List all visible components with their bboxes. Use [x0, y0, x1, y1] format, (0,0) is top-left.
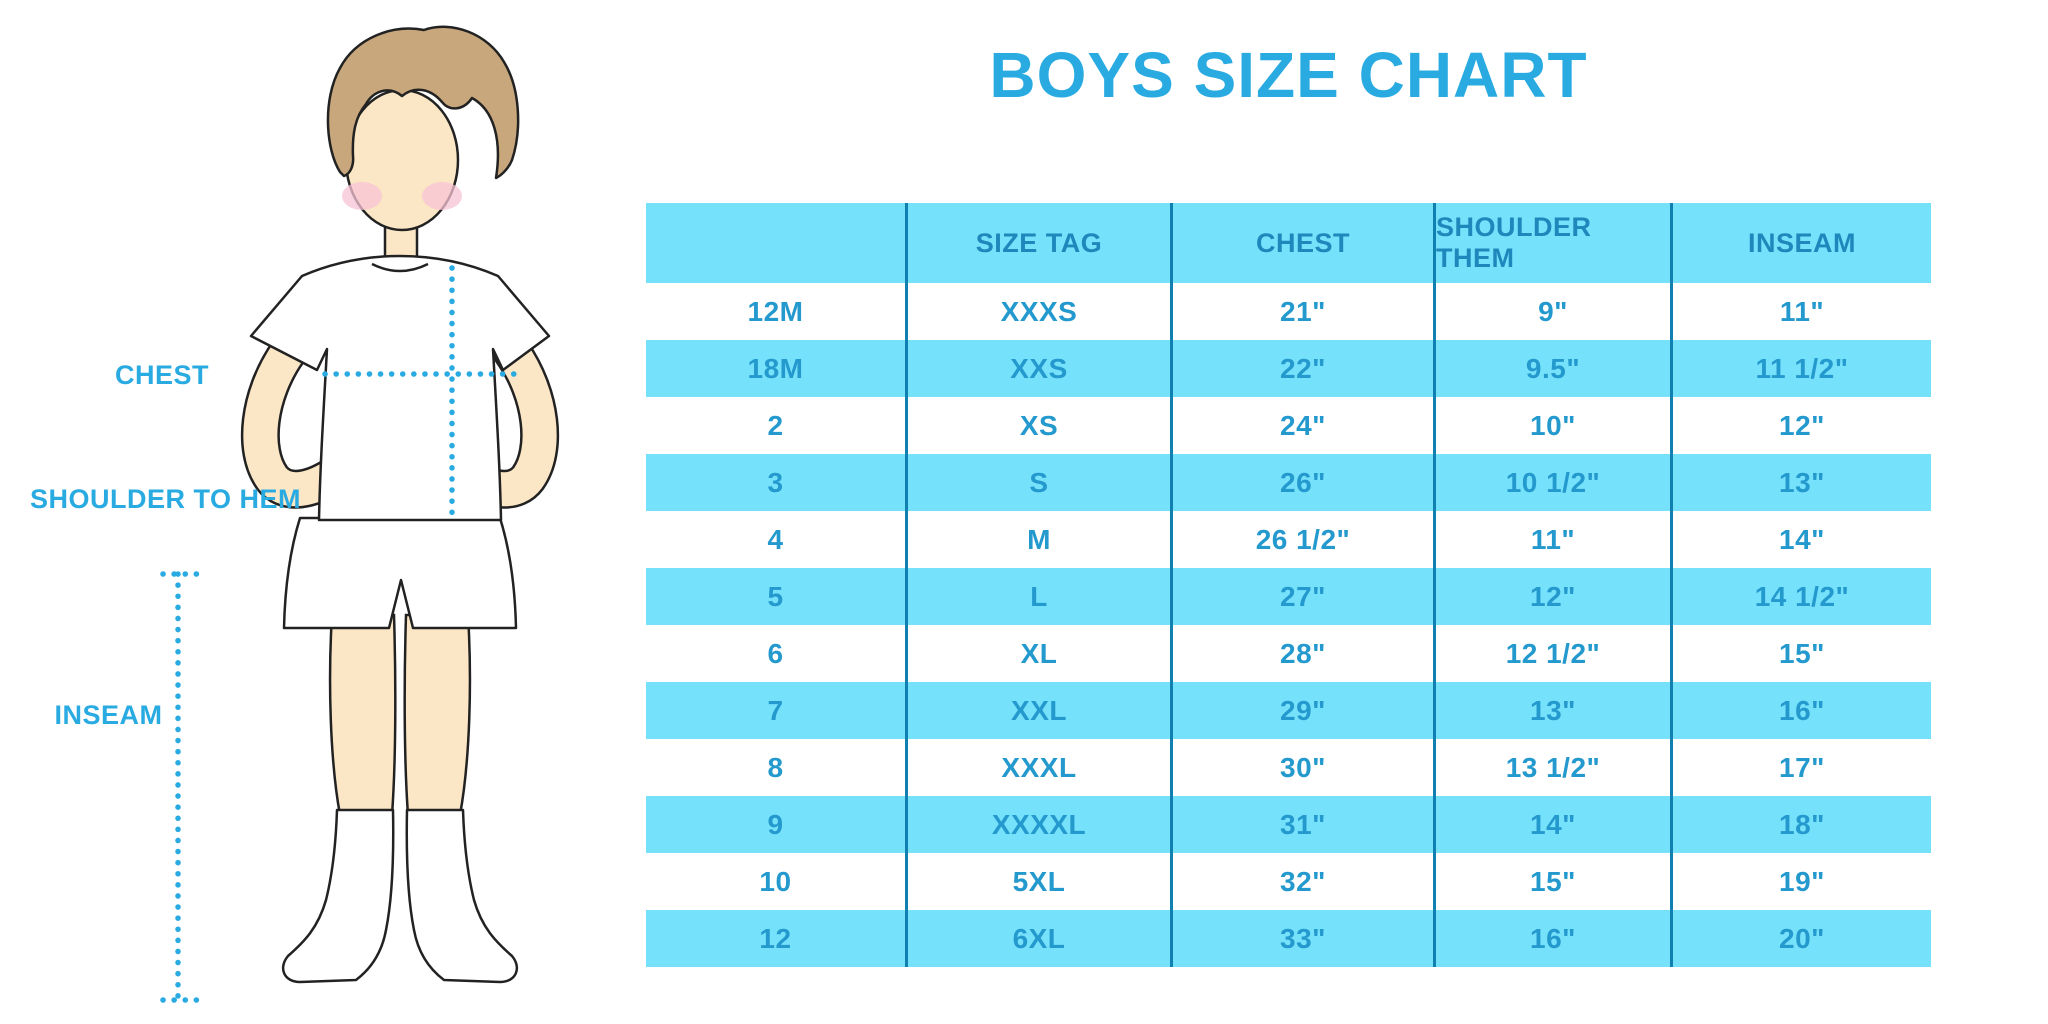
boy-sock-left: [281, 808, 395, 984]
measurement-figure-panel: CHEST SHOULDER TO HEM INSEAM: [0, 0, 640, 1024]
boy-illustration: [160, 25, 560, 1003]
page-title: BOYS SIZE CHART: [989, 39, 1588, 111]
table-row: 12 6XL 33" 16" 20": [646, 910, 1931, 967]
cell-tag: 6XL: [905, 910, 1170, 967]
cell-size: 7: [767, 694, 784, 726]
boy-sock-right: [405, 808, 519, 984]
cell-size: 4: [767, 523, 784, 555]
cell-chest: 24": [1170, 397, 1433, 454]
header-inseam: INSEAM: [1670, 203, 1931, 283]
cell-size: 6: [767, 637, 784, 669]
chest-label: CHEST: [114, 360, 209, 390]
table-row: 4 M 26 1/2" 11" 14": [646, 511, 1931, 568]
table-row: 2 XS 24" 10" 12": [646, 397, 1931, 454]
cell-chest: 21": [1170, 283, 1433, 340]
table-row: 9 XXXXL 31" 14" 18": [646, 796, 1931, 853]
boy-shirt: [249, 254, 551, 522]
cell-shoulder: 13": [1433, 682, 1670, 739]
cell-inseam: 12": [1670, 397, 1931, 454]
cell-inseam: 19": [1670, 853, 1931, 910]
cell-size: 5: [767, 580, 784, 612]
cell-inseam: 13": [1670, 454, 1931, 511]
cell-shoulder: 10": [1433, 397, 1670, 454]
cell-shoulder: 14": [1433, 796, 1670, 853]
cell-shoulder: 12": [1433, 568, 1670, 625]
size-chart-table: SIZE TAG CHEST SHOULDER THEM INSEAM 12M …: [646, 203, 1931, 967]
table-row: 10 5XL 32" 15" 19": [646, 853, 1931, 910]
header-chest: CHEST: [1170, 203, 1433, 283]
table-row: 7 XXL 29" 13" 16": [646, 682, 1931, 739]
cell-size: 9: [767, 808, 784, 840]
cell-tag: XXXL: [905, 739, 1170, 796]
boy-shorts: [282, 516, 518, 630]
cell-shoulder: 9.5": [1433, 340, 1670, 397]
cell-tag: XL: [905, 625, 1170, 682]
boy-shirt-neckline: [371, 262, 429, 273]
cell-chest: 27": [1170, 568, 1433, 625]
boy-leg-left: [328, 613, 397, 817]
cell-size: 10: [759, 865, 792, 897]
cell-chest: 28": [1170, 625, 1433, 682]
cell-inseam: 11 1/2": [1670, 340, 1931, 397]
cell-shoulder: 12 1/2": [1433, 625, 1670, 682]
shoulder-to-hem-label: SHOULDER TO HEM: [29, 484, 301, 514]
table-row: 6 XL 28" 12 1/2" 15": [646, 625, 1931, 682]
cell-size: 3: [767, 466, 784, 498]
cell-tag: XXS: [905, 340, 1170, 397]
cell-inseam: 14 1/2": [1670, 568, 1931, 625]
cell-size: 2: [767, 409, 784, 441]
cell-tag: 5XL: [905, 853, 1170, 910]
cell-tag: XXL: [905, 682, 1170, 739]
table-row: 5 L 27" 12" 14 1/2": [646, 568, 1931, 625]
boy-arm-left-skin: [243, 335, 347, 507]
cell-inseam: 17": [1670, 739, 1931, 796]
header-size-tag: SIZE TAG: [905, 203, 1170, 283]
table-row: 3 S 26" 10 1/2" 13": [646, 454, 1931, 511]
boy-leg-right: [403, 613, 472, 817]
cell-chest: 32": [1170, 853, 1433, 910]
cell-inseam: 15": [1670, 625, 1931, 682]
cell-tag: L: [905, 568, 1170, 625]
cell-chest: 31": [1170, 796, 1433, 853]
cell-tag: XXXXL: [905, 796, 1170, 853]
cell-shoulder: 11": [1433, 511, 1670, 568]
table-header-row: SIZE TAG CHEST SHOULDER THEM INSEAM: [646, 203, 1931, 283]
cell-inseam: 16": [1670, 682, 1931, 739]
cell-shoulder: 16": [1433, 910, 1670, 967]
cell-shoulder: 10 1/2": [1433, 454, 1670, 511]
cell-tag: XXXS: [905, 283, 1170, 340]
table-row: 18M XXS 22" 9.5" 11 1/2": [646, 340, 1931, 397]
cell-chest: 30": [1170, 739, 1433, 796]
cell-chest: 33": [1170, 910, 1433, 967]
cell-chest: 29": [1170, 682, 1433, 739]
cell-shoulder: 15": [1433, 853, 1670, 910]
boy-hair: [326, 25, 520, 180]
cell-tag: S: [905, 454, 1170, 511]
cell-size: 12M: [747, 295, 804, 327]
inseam-label: INSEAM: [54, 700, 163, 730]
cell-chest: 26 1/2": [1170, 511, 1433, 568]
header-blank: [646, 203, 905, 283]
cell-size: 12: [759, 922, 792, 954]
table-row: 12M XXXS 21" 9" 11": [646, 283, 1931, 340]
boy-cheek-right: [422, 182, 462, 210]
table-row: 8 XXXL 30" 13 1/2" 17": [646, 739, 1931, 796]
cell-chest: 26": [1170, 454, 1433, 511]
cell-chest: 22": [1170, 340, 1433, 397]
cell-size: 18M: [747, 352, 804, 384]
cell-tag: M: [905, 511, 1170, 568]
cell-inseam: 11": [1670, 283, 1931, 340]
cell-shoulder: 9": [1433, 283, 1670, 340]
cell-inseam: 20": [1670, 910, 1931, 967]
boy-cheek-left: [342, 182, 382, 210]
header-shoulder: SHOULDER THEM: [1433, 203, 1670, 283]
cell-inseam: 18": [1670, 796, 1931, 853]
cell-shoulder: 13 1/2": [1433, 739, 1670, 796]
cell-inseam: 14": [1670, 511, 1931, 568]
cell-tag: XS: [905, 397, 1170, 454]
cell-size: 8: [767, 751, 784, 783]
